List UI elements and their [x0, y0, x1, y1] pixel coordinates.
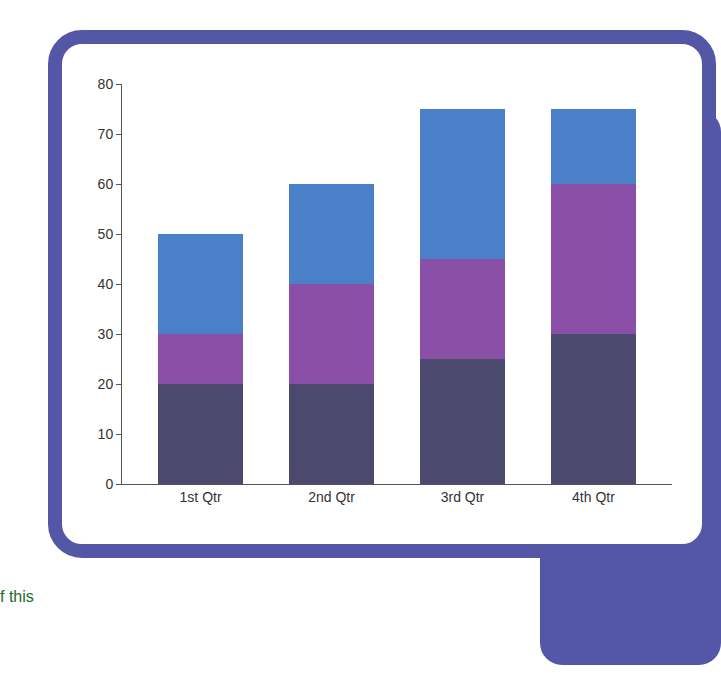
- svg-text:70: 70: [98, 126, 114, 142]
- svg-text:10: 10: [98, 426, 114, 442]
- svg-text:3rd Qtr: 3rd Qtr: [441, 489, 485, 505]
- svg-text:40: 40: [98, 276, 114, 292]
- svg-text:60: 60: [98, 176, 114, 192]
- svg-text:30: 30: [98, 326, 114, 342]
- svg-text:50: 50: [98, 226, 114, 242]
- svg-text:1st Qtr: 1st Qtr: [180, 489, 222, 505]
- svg-text:2nd Qtr: 2nd Qtr: [308, 489, 355, 505]
- svg-text:80: 80: [98, 76, 114, 92]
- svg-text:4th Qtr: 4th Qtr: [572, 489, 615, 505]
- html-text:f this: f this: [0, 588, 34, 605]
- svg-text:20: 20: [98, 376, 114, 392]
- svg-text:0: 0: [105, 476, 113, 492]
